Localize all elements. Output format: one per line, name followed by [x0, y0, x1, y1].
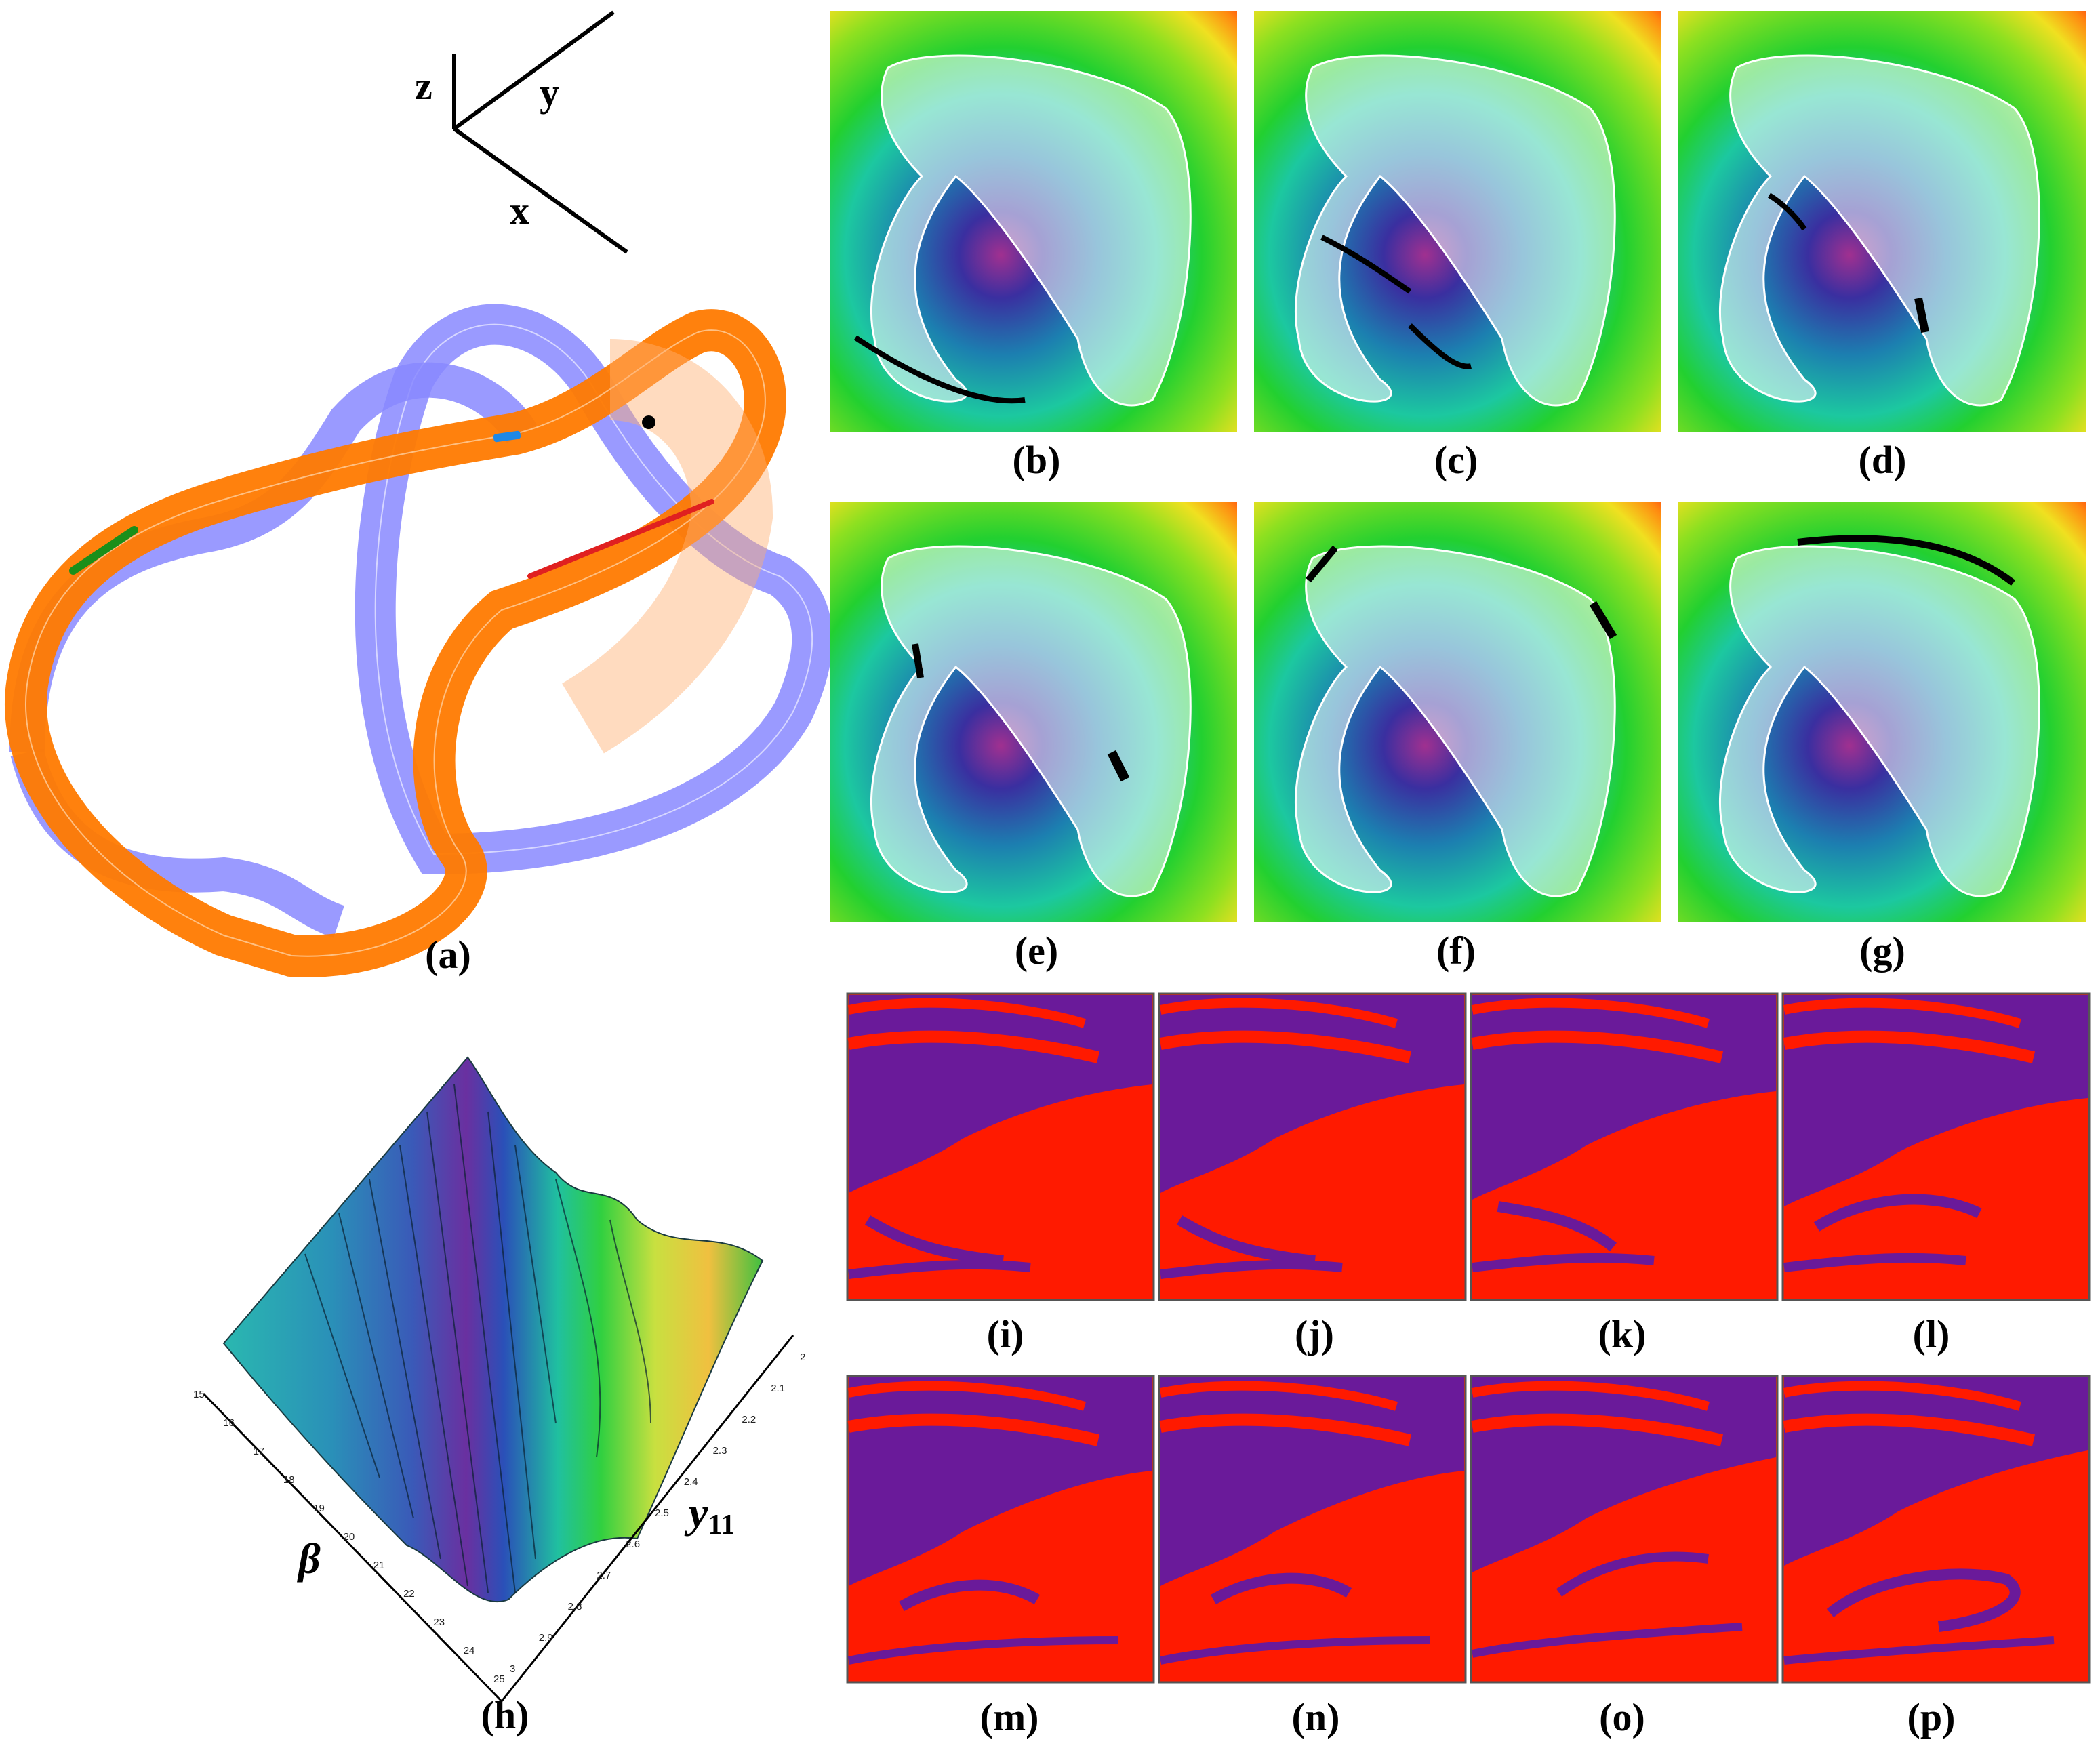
caption-i: (i) [986, 1312, 1024, 1356]
caption-c: (c) [1434, 438, 1478, 482]
caption-n: (n) [1291, 1695, 1340, 1739]
y11-tick-label: 2.5 [655, 1507, 669, 1519]
y11-tick-label: 2.9 [538, 1632, 553, 1644]
caption-j: (j) [1295, 1312, 1334, 1356]
panel-d-points [1767, 192, 1807, 231]
panel-f-points [1306, 545, 1338, 583]
axis-label-y: y [540, 70, 559, 115]
panel-e-points [912, 643, 924, 678]
y11-tick-label: 2.8 [567, 1601, 582, 1612]
basin-panels [846, 992, 2091, 1684]
panel-k-image [1470, 992, 1779, 1301]
beta-tick-label: 24 [463, 1645, 475, 1656]
surface [222, 1056, 764, 1603]
panel-e-image [830, 502, 1237, 922]
panel-j-image [1158, 992, 1467, 1301]
beta-tick-label: 16 [223, 1417, 235, 1429]
beta-tick-label: 15 [193, 1389, 205, 1400]
caption-d: (d) [1858, 438, 1907, 482]
panel-n-image [1158, 1375, 1467, 1684]
y11-tick-label: 2.7 [597, 1570, 611, 1581]
y11-tick-label: 2 [800, 1351, 806, 1363]
panel-i-image [846, 992, 1155, 1301]
caption-o: (o) [1599, 1695, 1645, 1739]
y11-tick-label: 2.1 [771, 1383, 786, 1394]
black-point [642, 415, 655, 429]
beta-tick-label: 17 [253, 1446, 265, 1457]
caption-m: (m) [980, 1695, 1039, 1739]
y-axis-label: y11 [689, 1488, 735, 1541]
y11-tick-label: 2.6 [626, 1539, 641, 1550]
y11-tick-label: 2.2 [742, 1414, 756, 1425]
y-axis-label-subscript: 11 [708, 1509, 735, 1541]
caption-p: (p) [1907, 1695, 1956, 1739]
panel-d-image [1678, 11, 2086, 432]
beta-tick-label: 25 [493, 1673, 505, 1685]
caption-l: (l) [1912, 1312, 1950, 1356]
beta-tick-label: 18 [283, 1474, 295, 1486]
panel-l-image [1781, 992, 2091, 1301]
beta-axis-label: β [298, 1534, 321, 1583]
panel-f-image [1254, 502, 1661, 922]
y11-tick-label: 2.4 [683, 1476, 698, 1488]
beta-tick-label: 21 [373, 1560, 385, 1571]
axis-label-x: x [510, 188, 529, 232]
caption-a: (a) [425, 933, 471, 977]
y11-tick-label: 3 [510, 1663, 516, 1675]
beta-tick-label: 19 [313, 1503, 325, 1514]
surface-plot [202, 1056, 794, 1703]
rainbow-panels [830, 11, 2086, 922]
caption-g: (g) [1859, 929, 1905, 973]
axes-triad [452, 10, 628, 254]
blue-mark [493, 430, 521, 443]
panel-g-image [1678, 502, 2086, 922]
panel-b-image [830, 11, 1237, 432]
green-mark [69, 526, 138, 575]
panel-p-image [1781, 1375, 2091, 1684]
beta-tick-label: 23 [433, 1617, 445, 1628]
red-mark [527, 499, 714, 579]
caption-e: (e) [1014, 929, 1059, 973]
panel-c-image [1254, 11, 1661, 432]
y-axis-label-main: y [689, 1488, 708, 1537]
beta-tick-label: 20 [343, 1531, 355, 1543]
caption-b: (b) [1012, 438, 1061, 482]
panel-g-points [1797, 535, 2016, 586]
panel-b-points [853, 335, 1026, 404]
panel-m-image [846, 1375, 1155, 1684]
beta-tick-label: 22 [403, 1588, 415, 1600]
caption-h: (h) [481, 1693, 529, 1737]
caption-f: (f) [1436, 929, 1476, 973]
panel-c-points [1320, 235, 1412, 294]
y11-tick-label: 2.3 [712, 1445, 727, 1457]
caption-k: (k) [1598, 1312, 1647, 1356]
axis-label-z: z [415, 64, 432, 108]
attractor-3d [5, 304, 832, 977]
panel-o-image [1470, 1375, 1779, 1684]
